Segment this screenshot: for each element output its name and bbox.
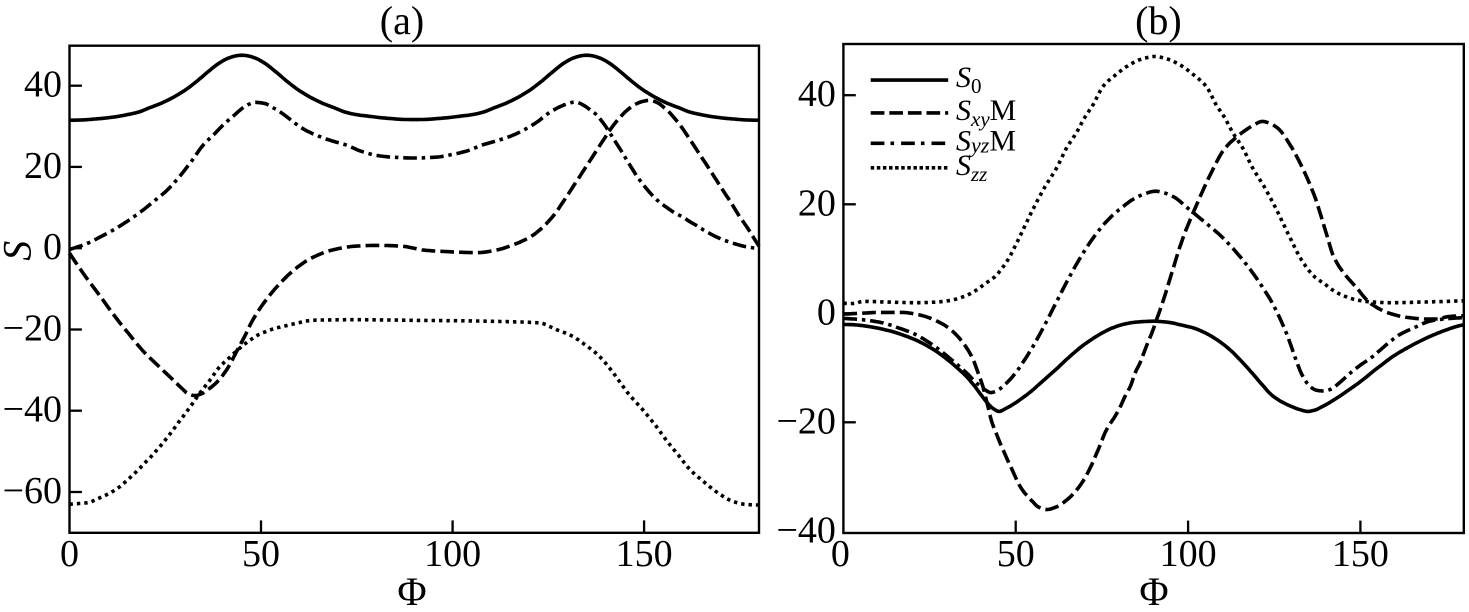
- svg-text:Φ: Φ: [397, 569, 426, 612]
- svg-text:−40: −40: [3, 389, 62, 431]
- svg-text:0: 0: [43, 226, 62, 268]
- svg-text:S: S: [0, 241, 40, 261]
- svg-text:−20: −20: [3, 308, 62, 350]
- svg-text:20: 20: [798, 182, 836, 224]
- svg-text:20: 20: [24, 145, 62, 187]
- svg-text:SxyM: SxyM: [956, 94, 1016, 131]
- svg-text:150: 150: [616, 533, 673, 575]
- svg-text:40: 40: [798, 73, 836, 115]
- svg-text:Φ: Φ: [1139, 569, 1168, 612]
- svg-text:150: 150: [1332, 533, 1389, 575]
- svg-text:SyzM: SyzM: [956, 124, 1016, 157]
- svg-text:S0: S0: [956, 61, 982, 98]
- svg-text:50: 50: [242, 533, 280, 575]
- svg-text:40: 40: [24, 64, 62, 106]
- svg-text:0: 0: [831, 533, 850, 575]
- svg-text:Szz: Szz: [956, 149, 987, 186]
- svg-text:0: 0: [60, 533, 79, 575]
- svg-text:0: 0: [817, 291, 836, 333]
- svg-text:50: 50: [997, 533, 1035, 575]
- svg-text:100: 100: [424, 533, 481, 575]
- svg-text:−60: −60: [3, 470, 62, 512]
- svg-text:−40: −40: [776, 509, 835, 551]
- svg-text:100: 100: [1160, 533, 1217, 575]
- svg-text:−20: −20: [776, 400, 835, 442]
- svg-text:(a): (a): [380, 0, 424, 43]
- svg-text:(b): (b): [1135, 0, 1182, 43]
